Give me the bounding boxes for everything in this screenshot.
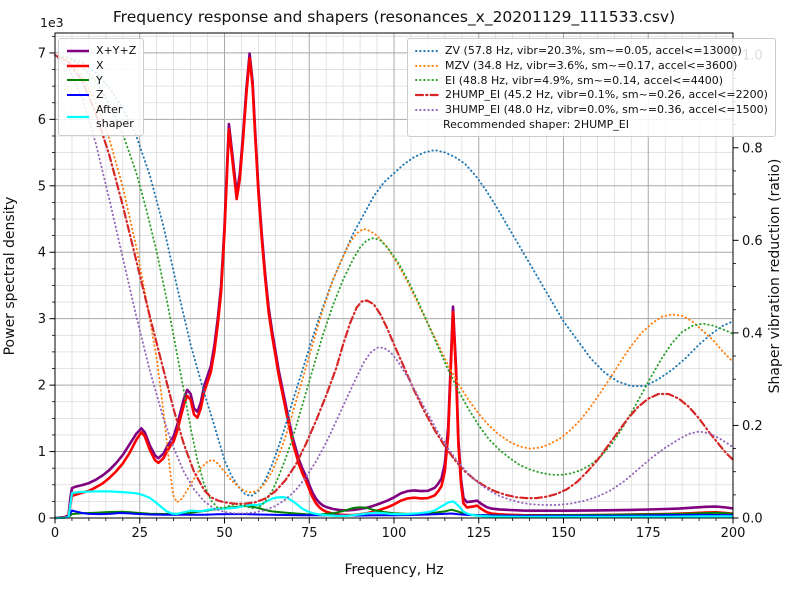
tick-label-y-left: 6	[38, 113, 46, 128]
tick-label-y-left: 4	[38, 246, 46, 261]
y-axis-label-right: Shaper vibration reduction (ratio)	[767, 158, 783, 394]
legend-item-label: Y	[96, 73, 103, 87]
tick-label-y-left: 7	[38, 46, 46, 61]
legend-item-label: EI (48.8 Hz, vibr=4.9%, sm~=0.14, accel<…	[445, 73, 723, 87]
legend-item-label: After shaper	[96, 103, 134, 130]
tick-label-x: 200	[721, 526, 746, 541]
legend-item-label: ZV (57.8 Hz, vibr=20.3%, sm~=0.05, accel…	[445, 44, 742, 57]
legend-item-Y: Y	[66, 74, 136, 88]
tick-label-y-right: 0.0	[742, 512, 763, 527]
series-line-ZV	[54, 54, 734, 498]
tick-label-y-left: 3	[38, 312, 46, 327]
axis-offset-text: 1e3	[40, 15, 64, 30]
tick-label-x: 150	[551, 526, 576, 541]
legend-line-sample-X+Y+Z	[67, 49, 89, 53]
legend-item-label: Z	[96, 88, 104, 102]
legend-item-3HUMP_EI: 3HUMP_EI (48.0 Hz, vibr=0.0%, sm~=0.36, …	[415, 103, 768, 117]
legend-psd-curves: X+Y+Z X Y Z After shaper	[58, 38, 145, 136]
legend-item-label: X	[96, 58, 104, 72]
tick-label-x: 75	[301, 526, 318, 541]
series-line-X	[54, 56, 734, 520]
legend-item-MZV: MZV (34.8 Hz, vibr=3.6%, sm~=0.17, accel…	[415, 59, 768, 73]
legend-item-Z: Z	[66, 88, 136, 102]
legend-shapers: ZV (57.8 Hz, vibr=20.3%, sm~=0.05, accel…	[407, 38, 776, 137]
series-line-2HUMP_EI	[53, 54, 735, 505]
legend-item-EI: EI (48.8 Hz, vibr=4.9%, sm~=0.14, accel<…	[415, 74, 768, 88]
legend-item-2HUMP_EI: 2HUMP_EI (45.2 Hz, vibr=0.1%, sm~=0.26, …	[415, 88, 768, 102]
tick-label-x: 125	[466, 526, 491, 541]
legend-item-X+Y+Z: X+Y+Z	[66, 44, 136, 58]
tick-label-y-left: 1	[38, 445, 46, 460]
tick-label-y-right: 0.6	[742, 234, 763, 249]
legend-line-sample-After-shaper	[67, 115, 89, 118]
legend-item-X: X	[66, 59, 136, 73]
legend-line-sample-Y	[67, 79, 89, 82]
legend-recommended-shaper-note: Recommended shaper: 2HUMP_EI	[443, 117, 629, 131]
legend-line-sample-EI	[415, 79, 439, 82]
tick-label-x: 0	[51, 526, 59, 541]
tick-label-x: 50	[216, 526, 233, 541]
series-line-After-shaper	[54, 490, 734, 520]
series-line-EI	[54, 54, 734, 510]
tick-label-x: 25	[131, 526, 148, 541]
x-axis-label: Frequency, Hz	[344, 562, 444, 578]
legend-line-sample-ZV	[415, 49, 439, 52]
legend-item-label: 2HUMP_EI (45.2 Hz, vibr=0.1%, sm~=0.26, …	[445, 88, 768, 102]
tick-label-y-left: 5	[38, 179, 46, 194]
tick-label-x: 100	[382, 526, 407, 541]
tick-label-y-right: 0.8	[742, 141, 763, 156]
series-line-3HUMP_EI	[54, 54, 734, 515]
legend-line-sample-2HUMP_EI	[415, 94, 439, 97]
legend-line-sample-X	[67, 64, 89, 67]
chart-title: Frequency response and shapers (resonanc…	[112, 8, 676, 26]
tick-label-x: 175	[636, 526, 661, 541]
legend-item-ZV: ZV (57.8 Hz, vibr=20.3%, sm~=0.05, accel…	[415, 44, 768, 58]
tick-label-y-right: 0.4	[742, 326, 763, 341]
legend-item-After-shaper: After shaper	[66, 103, 136, 131]
tick-label-y-left: 2	[38, 379, 46, 394]
legend-line-sample-3HUMP_EI	[415, 108, 439, 111]
tick-label-y-right: 0.2	[742, 419, 763, 434]
legend-item-label: 3HUMP_EI (48.0 Hz, vibr=0.0%, sm~=0.36, …	[445, 103, 768, 116]
legend-item-label: X+Y+Z	[96, 44, 137, 57]
legend-item-label: MZV (34.8 Hz, vibr=3.6%, sm~=0.17, accel…	[445, 58, 738, 72]
y-axis-label-left: Power spectral density	[2, 196, 18, 356]
legend-line-sample-Z	[67, 94, 89, 97]
legend-line-sample-MZV	[415, 64, 439, 67]
tick-label-y-left: 0	[38, 512, 46, 527]
